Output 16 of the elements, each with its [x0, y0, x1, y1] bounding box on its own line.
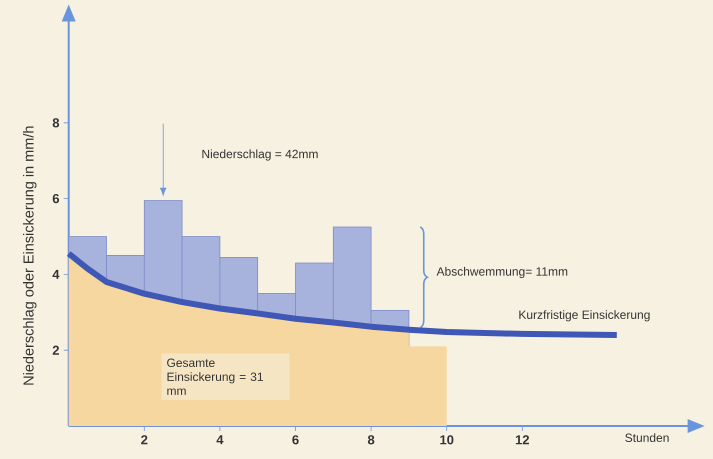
x-tick-label: 12	[516, 435, 530, 444]
series-label: Kurzfristige Einsickerung	[519, 310, 650, 322]
annotation: Niederschlag = 42mm	[202, 149, 318, 161]
x-tick-label: 2	[141, 435, 148, 444]
y-tick-label: 6	[52, 194, 60, 204]
y-tick-label: 8	[52, 118, 60, 128]
annotation: Abschwemmung= 11mm	[436, 266, 568, 278]
y-axis-title: Niederschlag oder Einsickerung in mm/h	[22, 126, 37, 385]
x-tick-label: 10	[440, 435, 454, 444]
x-axis-title: Stunden	[625, 433, 669, 442]
annotation: Gesamte Einsickerung = 31 mm	[167, 358, 263, 395]
x-tick-label: 6	[292, 435, 299, 444]
x-tick-label: 4	[216, 435, 224, 444]
y-tick-label: 4	[52, 270, 60, 279]
x-tick-label: 8	[368, 435, 374, 444]
y-tick-label: 2	[52, 346, 59, 355]
